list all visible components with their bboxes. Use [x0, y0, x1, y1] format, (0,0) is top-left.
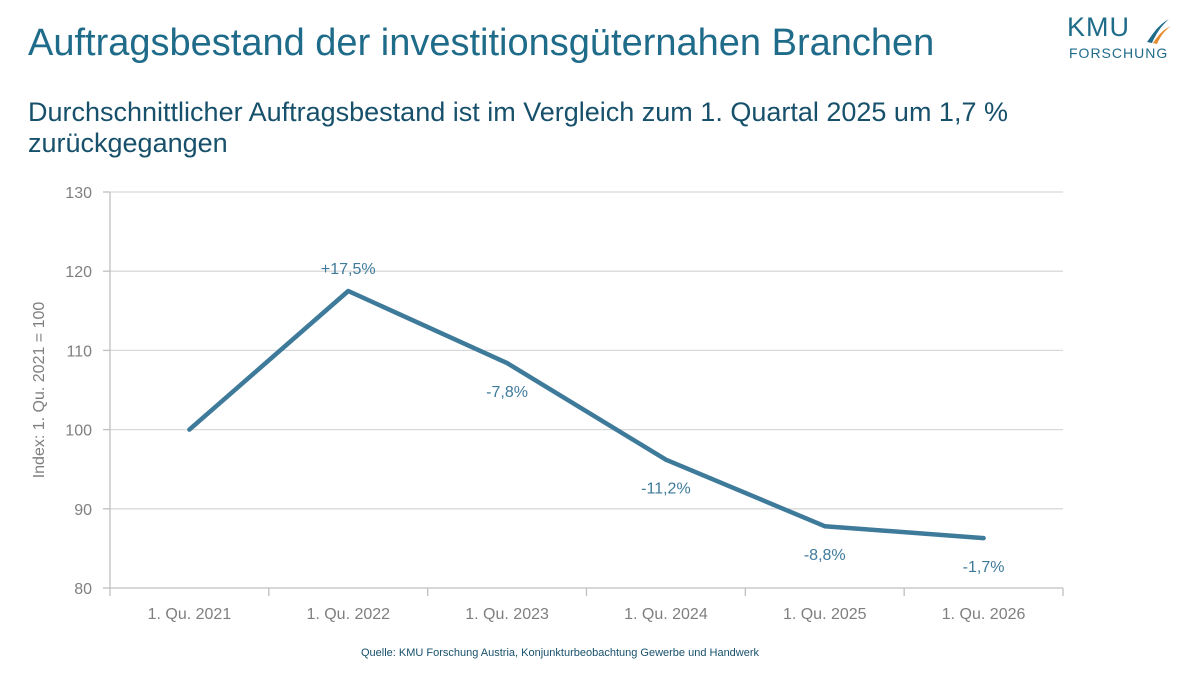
page-title: Auftragsbestand der investitionsgüternah… [28, 22, 935, 64]
axes: 80 90 100 110 120 130 1. Qu. 2021 1. Qu. 2022 1.… [31, 185, 1064, 623]
data-point [981, 536, 986, 541]
data-point [663, 457, 668, 462]
y-axis-label: Index: 1. Qu. 2021 = 100 [31, 302, 48, 479]
data-labels: +17,5% -7,8% -11,2% -8,8% -1,7% [321, 261, 1005, 576]
y-tick-label: 100 [65, 423, 92, 440]
x-tick-label: 1. Qu. 2021 [148, 606, 232, 623]
y-tick-label: 90 [74, 502, 92, 519]
y-tick-label: 120 [65, 264, 92, 281]
data-label: -11,2% [641, 481, 691, 498]
series-line [187, 288, 986, 541]
kmu-forschung-logo: KMU FORSCHUNG [1065, 12, 1185, 72]
data-point [505, 361, 510, 366]
series [187, 288, 986, 541]
gridlines [110, 191, 1063, 510]
data-label: -1,7% [963, 559, 1005, 576]
source-note: Quelle: KMU Forschung Austria, Konjunktu… [360, 647, 760, 659]
data-label: +17,5% [321, 261, 376, 278]
data-point [187, 427, 192, 432]
x-tick-label: 1. Qu. 2023 [465, 606, 549, 623]
y-tick-label: 80 [74, 581, 92, 598]
x-tick-label: 1. Qu. 2022 [306, 606, 390, 623]
data-point [822, 524, 827, 529]
data-label: -8,8% [804, 547, 846, 564]
x-tick-label: 1. Qu. 2026 [942, 606, 1026, 623]
x-tick-label: 1. Qu. 2025 [783, 606, 867, 623]
page-subtitle: Durchschnittlicher Auftragsbestand ist i… [28, 97, 1008, 158]
logo-swoosh-icon [1147, 19, 1171, 44]
x-tick-label: 1. Qu. 2024 [624, 606, 708, 623]
logo-name: KMU [1067, 12, 1130, 42]
y-tick-label: 130 [65, 185, 92, 202]
y-tick-label: 110 [66, 343, 92, 360]
logo-subname: FORSCHUNG [1069, 45, 1169, 61]
data-point [346, 289, 351, 293]
data-label: -7,8% [486, 384, 528, 401]
